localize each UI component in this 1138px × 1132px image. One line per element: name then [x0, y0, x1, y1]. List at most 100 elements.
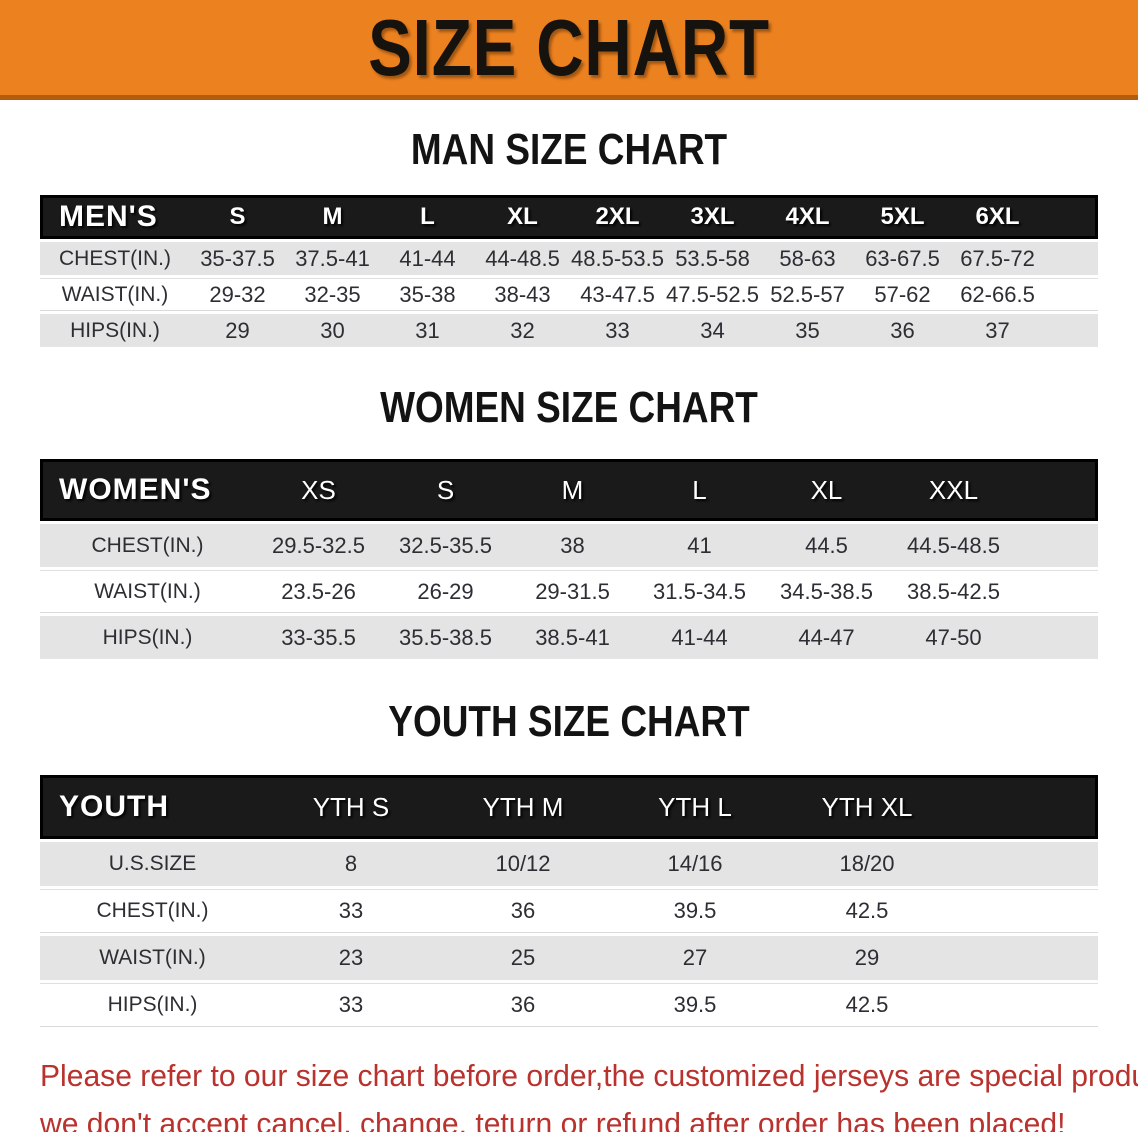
spacer-cell	[953, 936, 1098, 980]
row-label: U.S.SIZE	[40, 842, 265, 886]
size-cell: 27	[609, 936, 781, 980]
women-header-row: WOMEN'S XS S M L XL XXL	[40, 459, 1098, 521]
column-header: YTH XL	[781, 775, 953, 839]
spacer-cell	[1045, 314, 1098, 347]
table-row: WAIST(IN.) 23.5-26 26-29 29-31.5 31.5-34…	[40, 570, 1098, 613]
column-header: L	[380, 195, 475, 239]
size-cell: 25	[437, 936, 609, 980]
size-cell: 32-35	[285, 278, 380, 311]
row-label: CHEST(IN.)	[40, 242, 190, 275]
column-header: XL	[763, 459, 890, 521]
size-cell: 32	[475, 314, 570, 347]
table-row: CHEST(IN.) 29.5-32.5 32.5-35.5 38 41 44.…	[40, 524, 1098, 567]
size-cell: 36	[437, 889, 609, 933]
spacer-cell	[1017, 570, 1098, 613]
women-section-title: WOMEN SIZE CHART	[380, 383, 758, 432]
spacer-cell	[1045, 242, 1098, 275]
size-cell: 18/20	[781, 842, 953, 886]
size-cell: 29-31.5	[509, 570, 636, 613]
row-label: CHEST(IN.)	[40, 889, 265, 933]
size-cell: 63-67.5	[855, 242, 950, 275]
column-header: 6XL	[950, 195, 1045, 239]
size-cell: 35-38	[380, 278, 475, 311]
size-cell: 34	[665, 314, 760, 347]
size-cell: 48.5-53.5	[570, 242, 665, 275]
size-cell: 41-44	[380, 242, 475, 275]
size-cell: 44.5-48.5	[890, 524, 1017, 567]
size-cell: 35.5-38.5	[382, 616, 509, 659]
size-cell: 31	[380, 314, 475, 347]
column-header: YTH M	[437, 775, 609, 839]
size-cell: 23.5-26	[255, 570, 382, 613]
size-cell: 29	[190, 314, 285, 347]
youth-header-row: YOUTH YTH S YTH M YTH L YTH XL	[40, 775, 1098, 839]
size-cell: 32.5-35.5	[382, 524, 509, 567]
spacer-cell	[953, 889, 1098, 933]
row-label: HIPS(IN.)	[40, 314, 190, 347]
size-cell: 42.5	[781, 983, 953, 1027]
size-cell: 35-37.5	[190, 242, 285, 275]
youth-section-title: YOUTH SIZE CHART	[388, 697, 750, 746]
men-header-row: MEN'S S M L XL 2XL 3XL 4XL 5XL 6XL	[40, 195, 1098, 239]
size-cell: 43-47.5	[570, 278, 665, 311]
spacer-cell	[1017, 524, 1098, 567]
youth-size-table: YOUTH YTH S YTH M YTH L YTH XL U.S.SIZE …	[40, 772, 1098, 1030]
men-section: MAN SIZE CHART MEN'S S M L XL 2XL 3XL 4X…	[0, 128, 1138, 350]
size-cell: 37	[950, 314, 1045, 347]
disclaimer-note: Please refer to our size chart before or…	[40, 1052, 1138, 1132]
table-row: HIPS(IN.) 33-35.5 35.5-38.5 38.5-41 41-4…	[40, 616, 1098, 659]
size-cell: 62-66.5	[950, 278, 1045, 311]
disclaimer-line-2: we don't accept cancel, change, teturn o…	[40, 1106, 1066, 1132]
header-spacer	[1045, 195, 1098, 239]
size-cell: 37.5-41	[285, 242, 380, 275]
size-cell: 36	[437, 983, 609, 1027]
column-header: 5XL	[855, 195, 950, 239]
women-section: WOMEN SIZE CHART WOMEN'S XS S M L XL XXL…	[0, 386, 1138, 662]
youth-section: YOUTH SIZE CHART YOUTH YTH S YTH M YTH L…	[0, 700, 1138, 1030]
size-chart-banner: SIZE CHART	[0, 0, 1138, 100]
column-header: 4XL	[760, 195, 855, 239]
men-section-title: MAN SIZE CHART	[410, 125, 728, 174]
size-cell: 38-43	[475, 278, 570, 311]
header-spacer	[953, 775, 1098, 839]
size-cell: 31.5-34.5	[636, 570, 763, 613]
size-cell: 33	[265, 983, 437, 1027]
table-row: CHEST(IN.) 35-37.5 37.5-41 41-44 44-48.5…	[40, 242, 1098, 275]
youth-corner-label: YOUTH	[40, 775, 265, 839]
men-corner-label: MEN'S	[40, 195, 190, 239]
column-header: XS	[255, 459, 382, 521]
size-cell: 44-47	[763, 616, 890, 659]
table-row: WAIST(IN.) 23 25 27 29	[40, 936, 1098, 980]
row-label: WAIST(IN.)	[40, 278, 190, 311]
men-size-table: MEN'S S M L XL 2XL 3XL 4XL 5XL 6XL CHEST…	[40, 192, 1098, 350]
size-cell: 8	[265, 842, 437, 886]
column-header: YTH S	[265, 775, 437, 839]
size-cell: 47-50	[890, 616, 1017, 659]
spacer-cell	[1017, 616, 1098, 659]
table-row: HIPS(IN.) 33 36 39.5 42.5	[40, 983, 1098, 1027]
women-corner-label: WOMEN'S	[40, 459, 255, 521]
column-header: M	[509, 459, 636, 521]
size-cell: 44.5	[763, 524, 890, 567]
size-cell: 42.5	[781, 889, 953, 933]
spacer-cell	[1045, 278, 1098, 311]
size-cell: 33	[265, 889, 437, 933]
row-label: CHEST(IN.)	[40, 524, 255, 567]
size-cell: 29-32	[190, 278, 285, 311]
disclaimer-line-1: Please refer to our size chart before or…	[40, 1058, 1138, 1093]
size-cell: 67.5-72	[950, 242, 1045, 275]
table-row: U.S.SIZE 8 10/12 14/16 18/20	[40, 842, 1098, 886]
column-header: M	[285, 195, 380, 239]
women-size-table: WOMEN'S XS S M L XL XXL CHEST(IN.) 29.5-…	[40, 456, 1098, 662]
size-cell: 29.5-32.5	[255, 524, 382, 567]
row-label: HIPS(IN.)	[40, 616, 255, 659]
size-cell: 38	[509, 524, 636, 567]
size-cell: 39.5	[609, 983, 781, 1027]
column-header: S	[190, 195, 285, 239]
column-header: YTH L	[609, 775, 781, 839]
size-cell: 23	[265, 936, 437, 980]
table-row: WAIST(IN.) 29-32 32-35 35-38 38-43 43-47…	[40, 278, 1098, 311]
size-cell: 26-29	[382, 570, 509, 613]
size-cell: 35	[760, 314, 855, 347]
spacer-cell	[953, 983, 1098, 1027]
